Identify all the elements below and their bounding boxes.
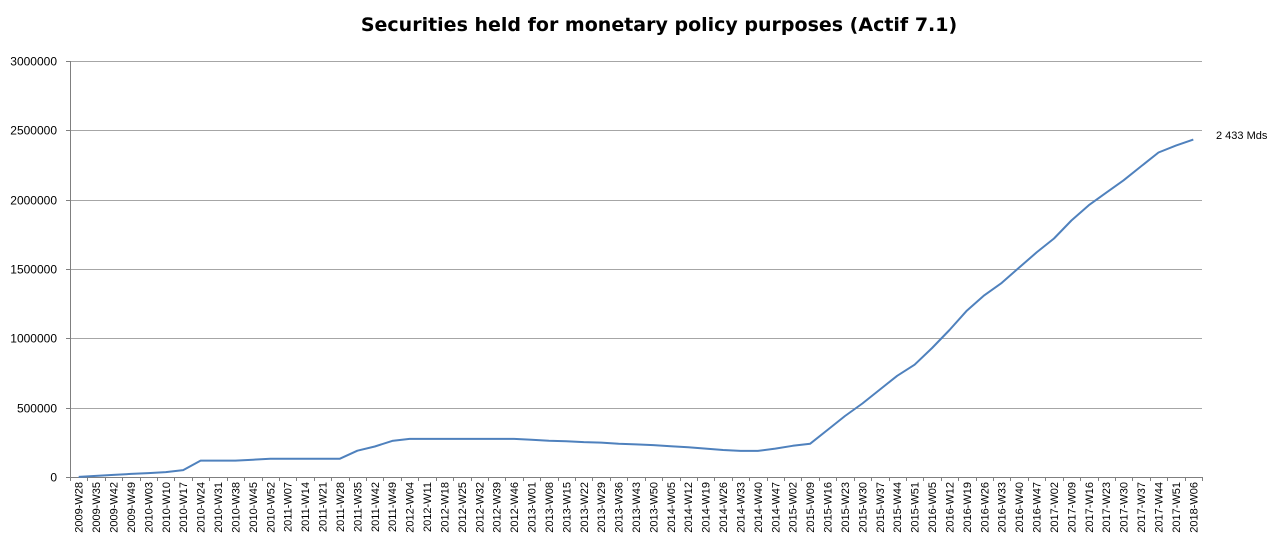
x-tick-label: 2016-W40 bbox=[1014, 482, 1026, 533]
x-tick-label: 2010-W03 bbox=[143, 482, 155, 533]
x-tick-label: 2010-W52 bbox=[265, 482, 277, 533]
y-tick-label: 3000000 bbox=[10, 55, 57, 69]
x-tick-label: 2016-W33 bbox=[997, 482, 1009, 533]
x-tick-label: 2012-W39 bbox=[492, 482, 504, 533]
gridlines bbox=[66, 61, 1203, 481]
y-tick-label: 1500000 bbox=[10, 263, 57, 277]
y-tick-label: 500000 bbox=[17, 402, 57, 416]
x-tick-label: 2010-W38 bbox=[230, 482, 242, 533]
x-tick-label: 2011-W28 bbox=[335, 482, 347, 532]
x-tick-label: 2013-W29 bbox=[596, 482, 608, 533]
x-tick-label: 2010-W24 bbox=[196, 482, 208, 533]
x-tick-label: 2017-W16 bbox=[1084, 482, 1096, 533]
x-tick-label: 2014-W12 bbox=[683, 482, 695, 533]
x-tick-label: 2014-W26 bbox=[718, 482, 730, 533]
x-tick-label: 2015-W51 bbox=[910, 482, 922, 533]
x-tick-label: 2011-W35 bbox=[352, 482, 364, 532]
x-tick-label: 2014-W05 bbox=[666, 482, 678, 533]
x-tick-label: 2012-W04 bbox=[405, 482, 417, 533]
x-tick-label: 2010-W10 bbox=[161, 482, 173, 533]
x-tick-label: 2016-W12 bbox=[944, 482, 956, 533]
x-tick-label: 2017-W51 bbox=[1171, 482, 1183, 533]
x-tick-label: 2010-W31 bbox=[213, 482, 225, 533]
x-tick-label: 2015-W44 bbox=[892, 482, 904, 533]
x-tick-label: 2013-W15 bbox=[561, 482, 573, 533]
x-tick-label: 2017-W02 bbox=[1049, 482, 1061, 533]
y-axis: 0 500000 1000000 1500000 2000000 2500000 30000… bbox=[10, 55, 57, 485]
x-tick-label: 2012-W32 bbox=[474, 482, 486, 533]
chart-title: Securities held for monetary policy purp… bbox=[360, 14, 958, 36]
y-tick-label: 2500000 bbox=[10, 124, 57, 138]
x-tick-label: 2011-W07 bbox=[283, 482, 295, 532]
x-tick-label: 2016-W26 bbox=[979, 482, 991, 533]
x-tick-label: 2011-W42 bbox=[370, 482, 382, 532]
y-tick-label: 2000000 bbox=[10, 194, 57, 208]
x-tick-label: 2015-W30 bbox=[857, 482, 869, 533]
end-value-annotation: 2 433 Mds bbox=[1216, 130, 1268, 142]
x-tick-label: 2009-W35 bbox=[91, 482, 103, 533]
x-tick-label: 2015-W09 bbox=[805, 482, 817, 533]
x-tick-label: 2015-W02 bbox=[788, 482, 800, 533]
x-tick-label: 2016-W05 bbox=[927, 482, 939, 533]
x-tick-label: 2011-W14 bbox=[300, 482, 312, 532]
x-tick-label: 2011-W21 bbox=[318, 482, 330, 532]
x-tick-label: 2013-W36 bbox=[614, 482, 626, 533]
x-tick-label: 2012-W25 bbox=[457, 482, 469, 533]
x-tick-label: 2010-W45 bbox=[248, 482, 260, 533]
y-tick-label: 1000000 bbox=[10, 332, 57, 346]
x-tick-label: 2012-W18 bbox=[439, 482, 451, 533]
series-layer bbox=[78, 138, 1194, 478]
x-tick-label: 2012-W11 bbox=[422, 482, 434, 532]
x-tick-label: 2017-W30 bbox=[1119, 482, 1131, 533]
x-tick-label: 2017-W44 bbox=[1153, 482, 1165, 533]
x-tick-label: 2015-W16 bbox=[823, 482, 835, 533]
y-tick-label: 0 bbox=[50, 471, 57, 485]
x-tick-label: 2014-W40 bbox=[753, 482, 765, 533]
x-tick-label: 2013-W01 bbox=[527, 482, 539, 533]
x-tick-label: 2009-W28 bbox=[74, 482, 86, 533]
x-tick-label: 2009-W42 bbox=[109, 482, 121, 533]
x-tick-label: 2016-W47 bbox=[1032, 482, 1044, 533]
x-tick-label: 2017-W23 bbox=[1101, 482, 1113, 533]
x-tick-label: 2014-W47 bbox=[770, 482, 782, 533]
x-tick-label: 2013-W43 bbox=[631, 482, 643, 533]
x-tick-label: 2010-W17 bbox=[178, 482, 190, 533]
x-tick-label: 2011-W49 bbox=[387, 482, 399, 532]
x-tick-label: 2009-W49 bbox=[126, 482, 138, 533]
x-tick-label: 2014-W19 bbox=[701, 482, 713, 533]
x-tick-label: 2013-W08 bbox=[544, 482, 556, 533]
x-tick-label: 2015-W37 bbox=[875, 482, 887, 533]
x-tick-label: 2017-W09 bbox=[1066, 482, 1078, 533]
x-tick-label: 2013-W22 bbox=[579, 482, 591, 533]
x-tick-label: 2018-W06 bbox=[1188, 482, 1200, 533]
x-tick-label: 2014-W33 bbox=[735, 482, 747, 533]
x-tick-label: 2017-W37 bbox=[1136, 482, 1148, 533]
x-tick-label: 2015-W23 bbox=[840, 482, 852, 533]
x-axis: 2009-W28 2009-W35 2009-W42 2009-W49 2010-W03… bbox=[74, 482, 1201, 533]
x-tick-label: 2012-W46 bbox=[509, 482, 521, 533]
x-tick-label: 2013-W50 bbox=[648, 482, 660, 533]
series-line bbox=[78, 138, 1194, 478]
x-tick-label: 2016-W19 bbox=[962, 482, 974, 533]
